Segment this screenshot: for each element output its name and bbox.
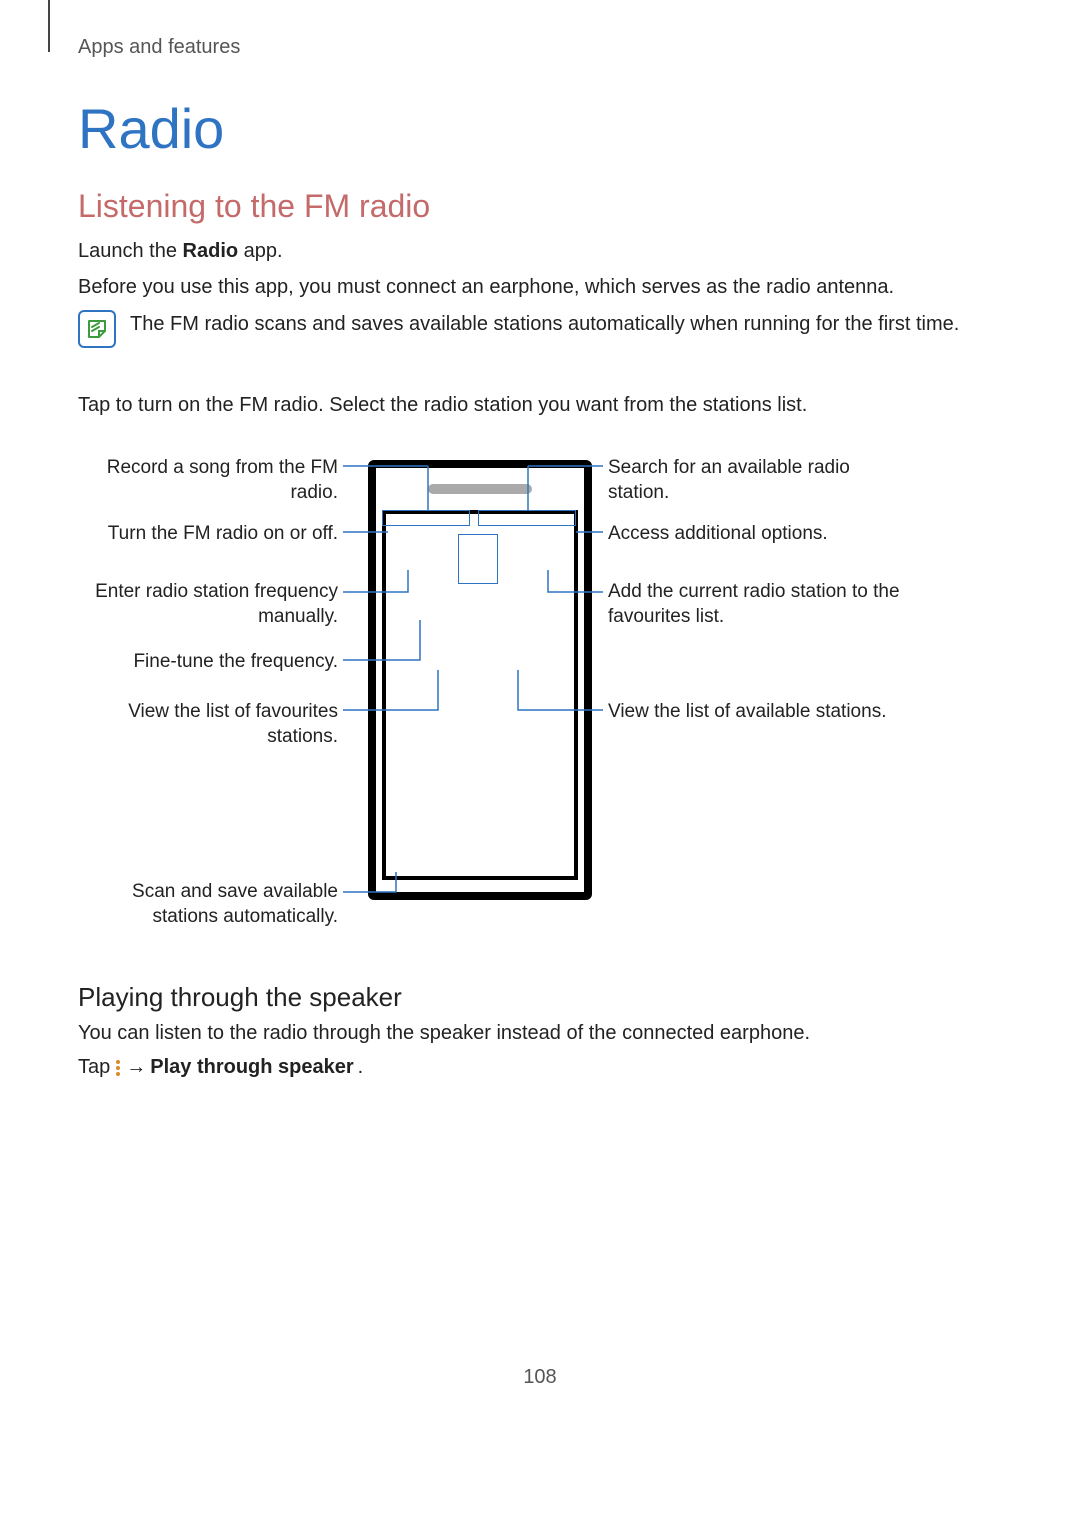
info-note: The FM radio scans and saves available s… bbox=[78, 310, 959, 348]
text: app. bbox=[238, 240, 282, 262]
margin-rule bbox=[48, 0, 50, 52]
more-options-icon bbox=[116, 1060, 120, 1076]
app-name: Radio bbox=[183, 240, 239, 262]
speaker-title: Playing through the speaker bbox=[78, 982, 402, 1013]
manual-page: Apps and features Radio Listening to the… bbox=[0, 0, 1080, 1527]
breadcrumb: Apps and features bbox=[78, 36, 240, 59]
radio-diagram: Record a song from the FM radio. Turn th… bbox=[78, 440, 998, 930]
page-number: 108 bbox=[0, 1366, 1080, 1389]
text: . bbox=[358, 1056, 364, 1079]
section-title: Listening to the FM radio bbox=[78, 188, 430, 225]
tap-instruction: Tap to turn on the FM radio. Select the … bbox=[78, 394, 807, 417]
page-title: Radio bbox=[78, 96, 224, 161]
note-icon bbox=[78, 310, 116, 348]
arrow: → bbox=[126, 1056, 146, 1079]
text: Tap bbox=[78, 1056, 110, 1079]
note-text: The FM radio scans and saves available s… bbox=[130, 310, 959, 338]
antenna-note: Before you use this app, you must connec… bbox=[78, 276, 894, 299]
menu-item: Play through speaker bbox=[150, 1056, 353, 1079]
speaker-tap: Tap → Play through speaker . bbox=[78, 1056, 363, 1079]
speaker-text: You can listen to the radio through the … bbox=[78, 1022, 810, 1045]
launch-instruction: Launch the Radio app. bbox=[78, 240, 283, 263]
text: Launch the bbox=[78, 240, 183, 262]
callout-lines bbox=[78, 440, 998, 930]
